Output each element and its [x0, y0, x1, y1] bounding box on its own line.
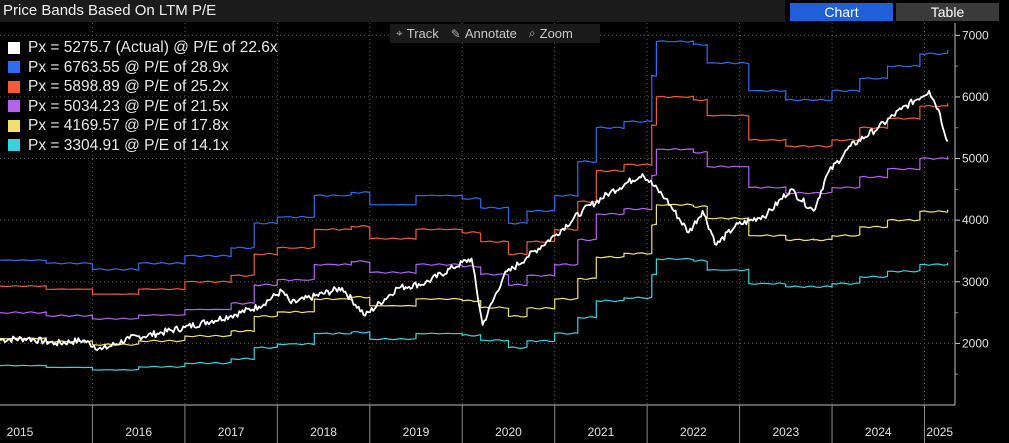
legend-swatch [8, 100, 20, 113]
x-tick-label: 2018 [310, 425, 337, 439]
x-tick-label: 2023 [772, 425, 799, 439]
x-tick-label: 2016 [125, 425, 152, 439]
legend-swatch [8, 139, 20, 152]
legend-label: Px = 5275.7 (Actual) @ P/E of 22.6x [28, 39, 278, 56]
x-tick-label: 2024 [865, 425, 892, 439]
y-tick-label: 2000 [962, 336, 989, 350]
x-tick-label: 2019 [403, 425, 430, 439]
x-tick-label: 2015 [7, 425, 34, 439]
series-line-pe-28-9[interactable] [0, 40, 949, 271]
y-tick-label: 6000 [962, 90, 989, 104]
annotate-label: Annotate [464, 26, 517, 41]
legend-item-pe-17-8[interactable]: Px = 4169.57 @ P/E of 17.8x [8, 116, 278, 136]
x-tick-label: 2017 [218, 425, 245, 439]
chart-toolbar: ⌖ Track ✎ Annotate ⌕ Zoom [390, 24, 600, 43]
legend-label: Px = 6763.55 @ P/E of 28.9x [28, 58, 229, 76]
legend-label: Px = 4169.57 @ P/E of 17.8x [28, 117, 229, 134]
legend-label: Px = 5898.89 @ P/E of 25.2x [28, 78, 229, 95]
y-tick-label: 7000 [962, 28, 989, 42]
legend-label: Px = 3304.91 @ P/E of 14.1x [28, 136, 229, 154]
y-tick-label: 4000 [962, 213, 989, 227]
zoom-button[interactable]: ⌕ Zoom [523, 26, 579, 41]
series-line-pe-14-1[interactable] [0, 257, 949, 371]
x-tick-label: 2022 [680, 425, 707, 439]
x-axis: 2015 2016 2017 2018 2019 2020 2021 2022 2023 2024… [0, 404, 955, 443]
annotate-button[interactable]: ✎ Annotate [445, 26, 523, 41]
legend-label: Px = 5034.23 @ P/E of 21.5x [28, 97, 229, 115]
pencil-icon: ✎ [450, 26, 461, 41]
chart-title: Price Bands Based On LTM P/E [0, 0, 785, 22]
x-tick-label: 2025 [926, 425, 953, 439]
legend-swatch [8, 119, 20, 132]
track-label: Track [406, 26, 439, 41]
series-line-pe-21-5[interactable] [0, 148, 949, 320]
legend-item-pe-25-2[interactable]: Px = 5898.89 @ P/E of 25.2x [8, 77, 278, 97]
legend-swatch [8, 80, 20, 93]
series-line-actual[interactable] [0, 89, 949, 352]
legend-swatch [8, 61, 20, 74]
legend-item-actual[interactable]: Px = 5275.7 (Actual) @ P/E of 22.6x [8, 38, 278, 58]
legend-swatch [8, 41, 20, 54]
series-line-pe-25-2[interactable] [0, 95, 949, 295]
x-tick-label: 2021 [588, 425, 615, 439]
tab-table[interactable]: Table [896, 3, 999, 21]
zoom-label: Zoom [539, 26, 573, 41]
y-tick-label: 3000 [962, 275, 989, 289]
legend-item-pe-14-1[interactable]: Px = 3304.91 @ P/E of 14.1x [8, 136, 278, 156]
y-axis: 2000 3000 4000 5000 6000 7000 [954, 23, 989, 405]
track-button[interactable]: ⌖ Track [390, 26, 445, 41]
series-line-pe-17-8[interactable] [0, 203, 949, 346]
legend-item-pe-21-5[interactable]: Px = 5034.23 @ P/E of 21.5x [8, 97, 278, 117]
x-tick-label: 2020 [495, 425, 522, 439]
crosshair-icon: ⌖ [396, 26, 403, 40]
legend: Px = 5275.7 (Actual) @ P/E of 22.6x Px =… [8, 38, 278, 155]
y-tick-label: 5000 [962, 152, 989, 166]
top-bar: Price Bands Based On LTM P/E Chart Table [0, 0, 1009, 22]
series-lines [0, 40, 949, 371]
tab-chart[interactable]: Chart [790, 3, 893, 21]
magnifier-icon: ⌕ [528, 26, 536, 40]
legend-item-pe-28-9[interactable]: Px = 6763.55 @ P/E of 28.9x [8, 58, 278, 78]
